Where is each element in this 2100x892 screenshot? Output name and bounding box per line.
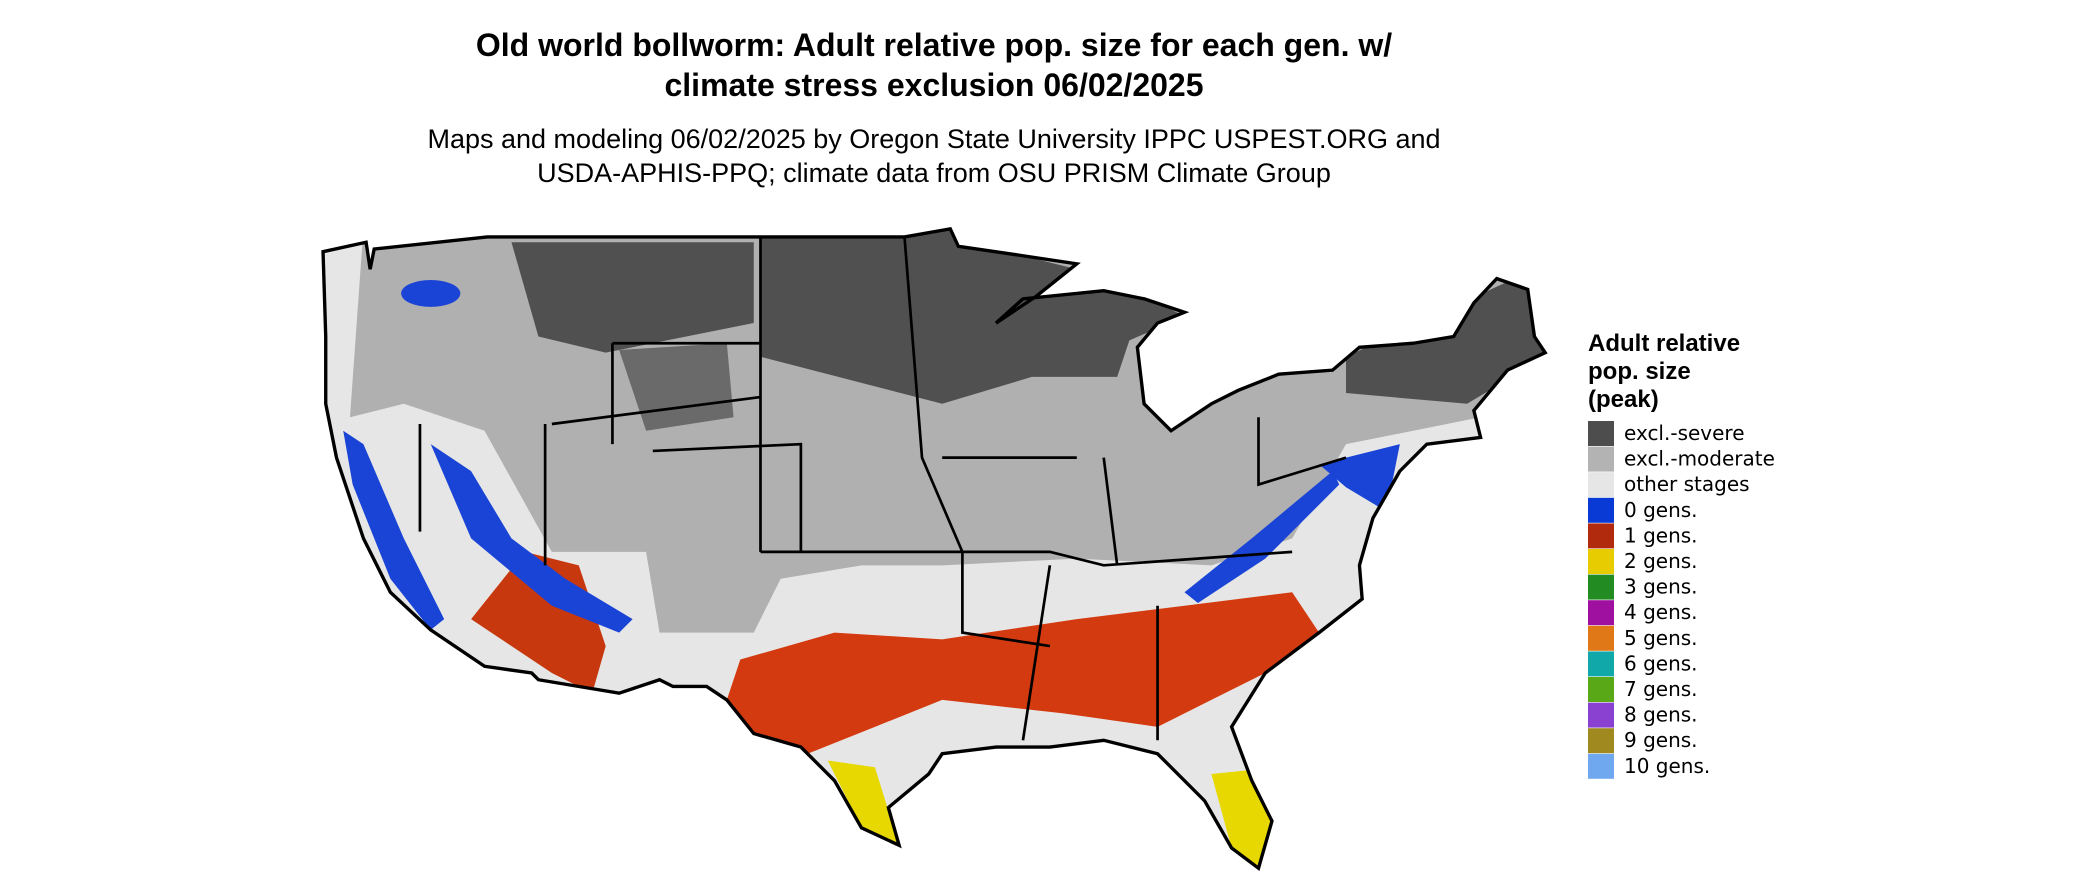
legend-label: excl.-moderate — [1624, 447, 1775, 471]
legend-swatch — [1588, 651, 1614, 677]
legend-label: 6 gens. — [1624, 651, 1698, 675]
legend-label: 7 gens. — [1624, 677, 1698, 701]
region-0gen — [343, 430, 445, 630]
map — [321, 226, 1548, 871]
legend-label: 4 gens. — [1624, 600, 1698, 624]
region-1gen — [726, 592, 1320, 754]
legend-label: 8 gens. — [1624, 703, 1698, 727]
region-0gen — [1184, 471, 1340, 604]
legend-label: 5 gens. — [1624, 626, 1698, 650]
region-severe — [511, 242, 754, 353]
region-severe — [996, 296, 1145, 377]
legend-swatch — [1588, 446, 1614, 472]
state-borders — [418, 236, 1347, 741]
legend-title: Adult relative — [1588, 330, 1740, 357]
legend-swatch — [1588, 702, 1614, 728]
subtitle: Maps and modeling 06/02/2025 by Oregon S… — [427, 124, 1440, 154]
legend-title: (peak) — [1588, 386, 1659, 413]
legend-swatch — [1588, 728, 1614, 754]
region-0gen — [401, 279, 461, 307]
legend-swatch — [1588, 549, 1614, 574]
legend-label: other stages — [1624, 472, 1750, 496]
legend-swatch — [1588, 574, 1614, 600]
legend-label: 10 gens. — [1624, 754, 1710, 778]
legend-label: 0 gens. — [1624, 498, 1698, 522]
title: Old world bollworm: Adult relative pop. … — [476, 27, 1392, 63]
legend-swatch — [1588, 421, 1614, 446]
region-severe — [619, 343, 734, 431]
region-0gen — [430, 444, 633, 633]
subtitle: USDA-APHIS-PPQ; climate data from OSU PR… — [537, 158, 1331, 188]
us-outline — [321, 226, 1548, 871]
legend-swatch — [1588, 497, 1614, 523]
title: climate stress exclusion 06/02/2025 — [664, 67, 1203, 103]
legend-swatch — [1588, 677, 1614, 702]
legend-swatch — [1588, 625, 1614, 651]
legend-title: pop. size — [1588, 358, 1691, 385]
legend-swatch — [1588, 472, 1614, 498]
legend-swatch — [1588, 600, 1614, 626]
header: Old world bollworm: Adult relative pop. … — [427, 27, 1440, 188]
legend-label: 1 gens. — [1624, 523, 1698, 547]
legend-swatch — [1588, 753, 1614, 779]
legend-label: excl.-severe — [1624, 421, 1745, 445]
legend-label: 2 gens. — [1624, 549, 1698, 573]
legend-label: 9 gens. — [1624, 728, 1698, 752]
legend-swatch — [1588, 523, 1614, 549]
region-2gen — [827, 760, 900, 846]
legend-label: 3 gens. — [1624, 575, 1698, 599]
